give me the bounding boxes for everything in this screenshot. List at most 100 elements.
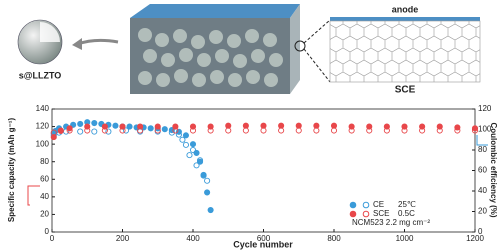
data-point: [50, 129, 57, 136]
y2-tick-label: 80: [478, 145, 487, 154]
data-point: [175, 131, 182, 138]
arrow: [77, 38, 119, 46]
electrolyte-label: SCE: [395, 85, 416, 96]
data-point: [193, 149, 200, 156]
y-tick-label: 40: [40, 192, 49, 201]
data-point: [50, 134, 57, 141]
data-point: [278, 127, 285, 134]
arrow-head: [72, 38, 82, 50]
data-point: [57, 127, 64, 134]
data-point: [101, 127, 108, 134]
y2-tick-label: 40: [478, 186, 487, 195]
particles: [138, 28, 283, 87]
zoom-lines: [303, 19, 331, 83]
data-point: [207, 206, 214, 214]
y2-tick-label: 60: [478, 166, 487, 175]
data-point: [200, 172, 207, 179]
anode-layer: [330, 17, 480, 21]
y2-axis-label: Coulombic efficiency (%): [489, 122, 498, 217]
schematic: s@LLZTO anode SCE: [17, 4, 481, 96]
data-point: [91, 120, 98, 127]
axis-pointer-right: [476, 135, 488, 146]
y-tick-label: 80: [40, 157, 49, 166]
y2-tick-label: 20: [478, 207, 487, 216]
x-tick-label: 800: [327, 234, 341, 243]
data-point: [77, 128, 84, 135]
data-point: [189, 146, 197, 154]
data-point: [436, 127, 443, 134]
legend-label: CE: [373, 200, 384, 209]
data-point: [84, 127, 91, 134]
axis-pointer-left: [27, 185, 40, 206]
y-tick-label: 140: [36, 104, 50, 113]
x-tick-label: 200: [116, 234, 130, 243]
legend-note: 25℃: [398, 200, 416, 209]
data-point: [172, 127, 179, 134]
data-point: [186, 152, 193, 159]
legend-note: NCM523 2.2 mg cm⁻²: [352, 218, 430, 227]
x-tick-label: 400: [186, 234, 200, 243]
data-point: [105, 128, 112, 135]
data-point: [204, 177, 211, 184]
data-point: [179, 136, 186, 143]
anode-label: anode: [392, 4, 419, 14]
data-point: [313, 127, 320, 134]
x-tick-label: 600: [257, 234, 271, 243]
data-point: [161, 126, 168, 133]
legend-marker: [349, 210, 357, 218]
y-tick-label: 0: [45, 227, 50, 236]
y-tick-label: 120: [36, 122, 50, 131]
data-point: [182, 132, 189, 139]
data-point: [419, 127, 426, 134]
data-point: [70, 121, 77, 128]
data-point: [189, 127, 197, 134]
data-point: [295, 127, 302, 134]
data-point: [189, 141, 197, 148]
y-tick-label: 100: [36, 139, 50, 148]
data-point: [112, 122, 119, 129]
data-point: [182, 141, 189, 148]
y2-tick-label: 0: [478, 227, 483, 236]
data-point: [260, 127, 267, 134]
data-point: [366, 127, 373, 134]
data-point: [77, 120, 84, 127]
x-tick-label: 1200: [466, 234, 484, 243]
x-tick-label: 0: [50, 234, 55, 243]
zoom-circle: [294, 40, 306, 52]
data-point: [454, 127, 461, 134]
y-tick-label: 20: [40, 210, 49, 219]
data-point: [154, 127, 161, 134]
legend-marker: [362, 210, 370, 218]
y-axis-label: Specific capacity (mAh g⁻¹): [7, 118, 16, 223]
data-point: [225, 127, 232, 134]
y2-tick-label: 100: [478, 125, 492, 134]
data-point: [137, 127, 144, 134]
data-point: [66, 127, 73, 134]
data-point: [348, 127, 355, 134]
data-point: [207, 127, 214, 134]
box-side: [290, 4, 300, 94]
electrolyte-layer: [329, 20, 481, 83]
data-point: [204, 189, 211, 196]
data-point: [196, 157, 204, 164]
data-point: [91, 128, 98, 135]
data-point: [471, 127, 479, 134]
data-point: [119, 127, 126, 134]
x-axis-label: Cycle number: [233, 239, 293, 249]
data-point: [126, 123, 133, 130]
y2-tick-label: 120: [478, 104, 492, 113]
legend-label: SCE: [373, 209, 389, 218]
legend-marker: [362, 201, 370, 209]
box-top: [130, 4, 300, 18]
data-point: [454, 124, 461, 131]
particle-label: s@LLZTO: [19, 70, 62, 80]
particle-cut: [40, 22, 60, 42]
y-tick-label: 60: [40, 174, 49, 183]
data-point: [122, 127, 130, 134]
data-point: [383, 127, 390, 134]
data-point: [147, 125, 154, 132]
data-point: [330, 127, 338, 134]
data-point: [193, 162, 200, 169]
legend-marker: [349, 201, 357, 209]
